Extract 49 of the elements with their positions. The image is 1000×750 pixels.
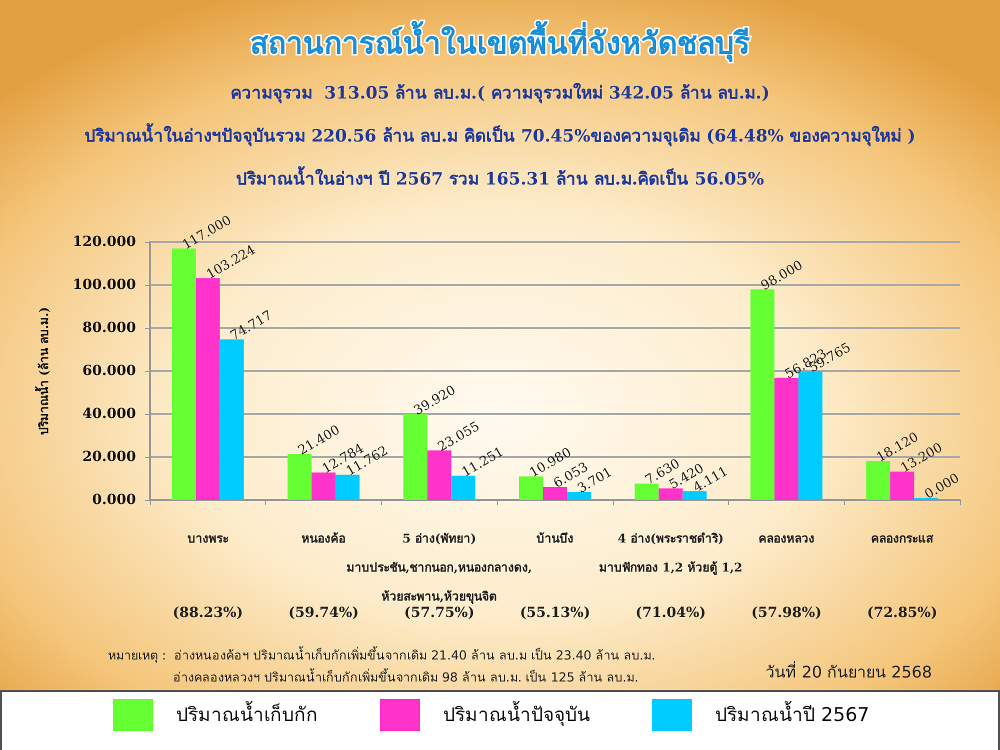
bar — [543, 486, 567, 500]
legend-label: ปริมาณน้ำปัจจุบัน — [443, 701, 590, 727]
bar — [567, 492, 591, 500]
bar — [890, 472, 914, 500]
text: ความจุรวม 313.05 ล้าน ลบ.ม.( ความจุรวมใหม่ 342.05 ล้าน ลบ.ม.) ปริมาณน้ำในอ่างฯปัจจุบันรวม 220.56 ล้าน ลบ.ม คิดเป็น 70.45%ของความจุเดิม (64.48% ของความจุใหม่ ) ปริมาณน้ำในอ่างฯ ปี 2567 รวม 165.31 ล้าน ลบ.ม.คิดเป็น 56.05% — [84, 84, 916, 190]
y-tick-label: 120.000 — [72, 234, 136, 250]
x-tick-label: คลองหลวง — [758, 532, 814, 546]
legend-label: ปริมาณน้ำปี 2567 — [715, 701, 870, 726]
bar — [196, 278, 220, 500]
legend-label: ปริมาณน้ำเก็บกัก — [176, 701, 318, 726]
text: อ่างคลองหลวงฯ ปริมาณน้ำเก็บกักเพิ่มขึ้นจากเดิม 98 ล้าน ลบ.ม. เป็น 125 ล้าน ลบ.ม. — [173, 668, 638, 684]
y-axis-title: ปริมาณน้ำ (ล้าน ลบ.ม.) — [34, 306, 51, 436]
bar — [866, 461, 890, 500]
text: (55.13%) — [520, 605, 590, 621]
bar — [336, 474, 360, 500]
text: วันที่ 20 กันยายน 2568 — [766, 660, 932, 682]
bar — [220, 339, 244, 500]
bar — [451, 476, 476, 500]
text: (59.74%) — [288, 605, 359, 621]
bar — [750, 289, 774, 500]
bar — [682, 491, 707, 500]
bar — [634, 484, 659, 500]
y-tick-label: 80.000 — [82, 320, 136, 336]
category-label: 5 อ่าง(พัทยา) มาบประชัน,ชากนอก,หนองกลางดง, ห้วยสะพาน,ห้วยขุนจิต — [346, 532, 532, 604]
y-tick-label: 20.000 — [82, 449, 136, 465]
bar — [312, 472, 336, 500]
bar — [519, 476, 543, 500]
text: (71.04%) — [636, 605, 706, 621]
bar — [427, 450, 452, 500]
category-label: 4 อ่าง(พระราชดำริ) มาบฟักทอง 1,2 ห้วยตู้ 1,2 — [599, 532, 742, 574]
bar — [403, 414, 428, 500]
y-tick-label: 100.000 — [72, 277, 136, 293]
text: (72.85%) — [866, 605, 938, 621]
text: หมายเหตุ : อ่างหนองค้อฯ ปริมาณน้ำเก็บกักเพิ่มขึ้นจากเดิม 21.40 ล้าน ลบ.ม เป็น 23.40 ล้าน ลบ.ม. — [108, 646, 656, 664]
x-tick-label: หนองค้อ — [302, 532, 346, 546]
text: (57.75%) — [404, 605, 474, 621]
x-tick-label: บ้านบึง — [536, 532, 574, 546]
bar — [288, 454, 312, 500]
chart-title: สถานการณ์น้ำในเขตพื้นที่จังหวัดชลบุรี — [250, 20, 750, 62]
bar — [172, 248, 196, 500]
y-tick-label: 0.000 — [92, 492, 136, 508]
text: (57.98%) — [751, 605, 822, 621]
bar — [774, 378, 798, 500]
x-tick-label: คลองกระแส — [871, 532, 934, 546]
x-tick-label: บางพระ — [187, 532, 228, 546]
bar — [658, 488, 683, 500]
y-tick-label: 40.000 — [82, 406, 136, 422]
y-tick-label: 60.000 — [82, 363, 136, 379]
text: (88.23%) — [172, 605, 244, 621]
